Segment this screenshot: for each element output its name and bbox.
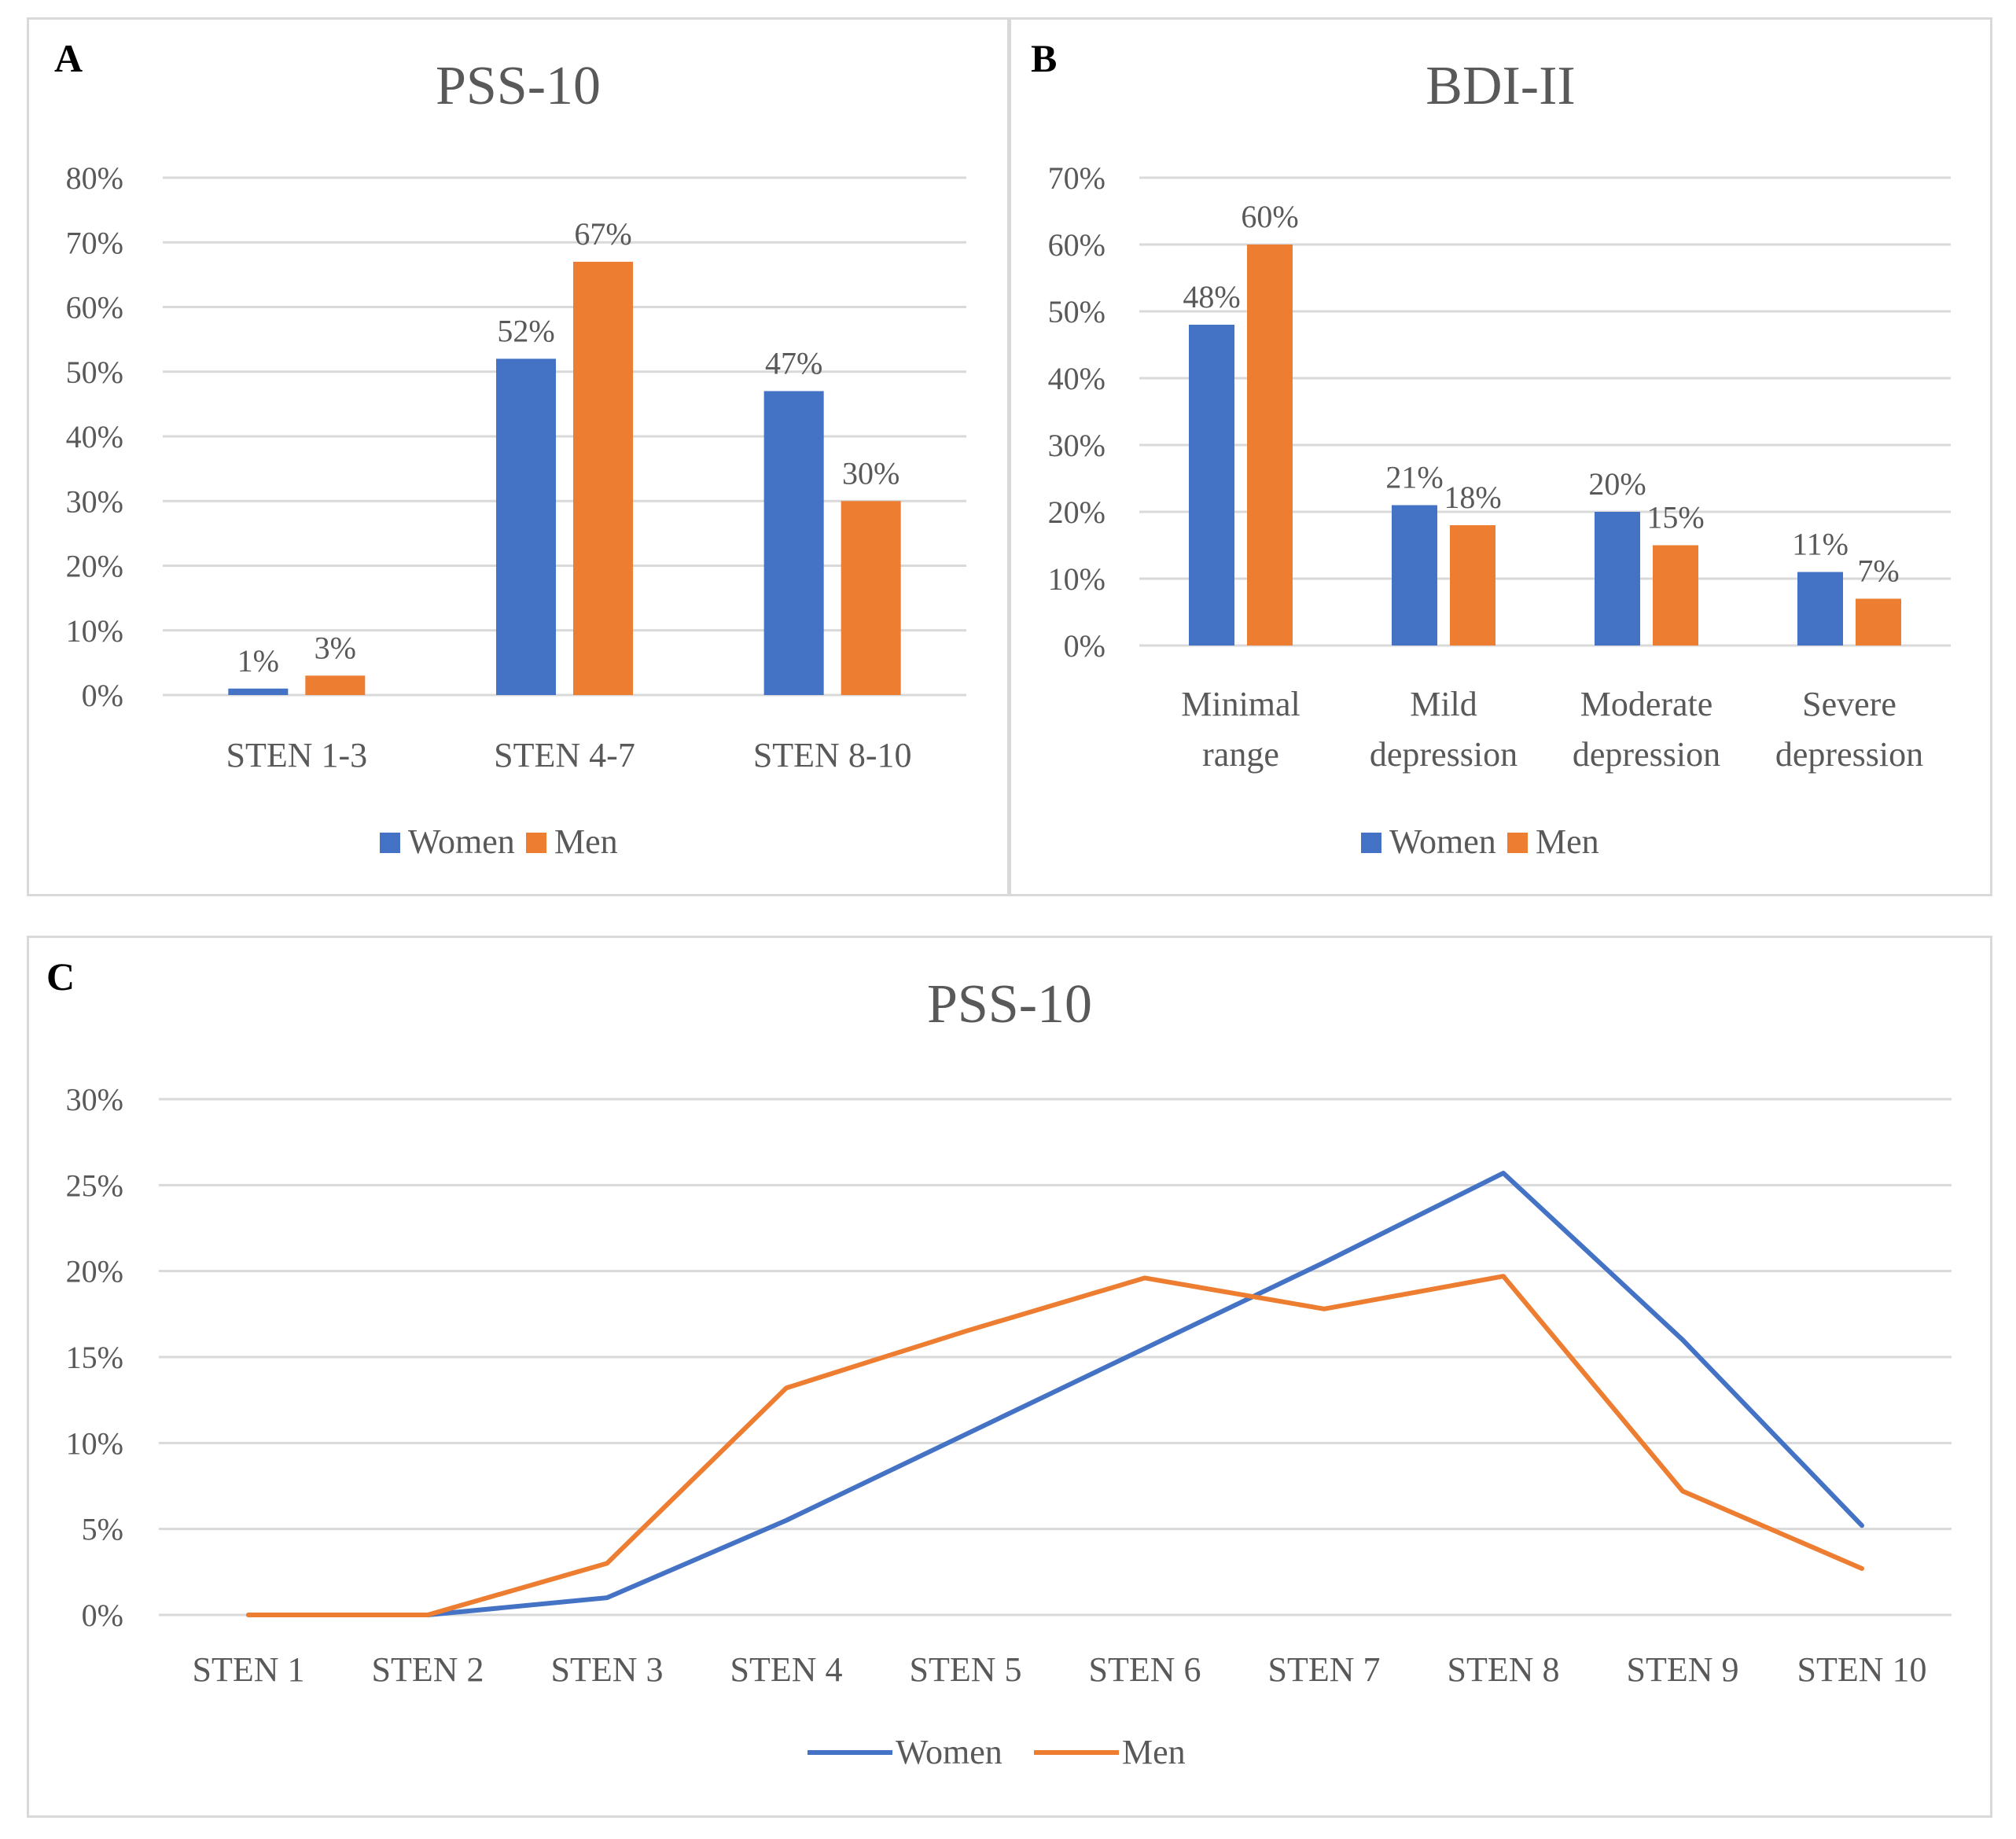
- panel-b-bar-men: [1450, 525, 1495, 645]
- panel-b-data-label: 21%: [1385, 460, 1443, 495]
- panel-a-ytick-label: 80%: [66, 160, 123, 196]
- panel-c-ytick-label: 0%: [82, 1598, 123, 1633]
- panel-a-data-label: 47%: [765, 345, 822, 381]
- panel-a-bar-women: [496, 359, 556, 695]
- panel-c-ytick-label: 25%: [66, 1168, 123, 1203]
- panel-a-category-label: STEN 4-7: [494, 736, 635, 774]
- panel-b-data-label: 20%: [1588, 466, 1646, 502]
- panel-b-ytick-label: 70%: [1048, 160, 1105, 196]
- panel-c-category-label: STEN 5: [910, 1650, 1022, 1689]
- panel-a-chart: 0% 10% 20% 30% 40% 50% 60% 70% 80% 1% 3% STEN 1-3 52…: [66, 160, 966, 861]
- panel-c-series-line-women: [246, 1171, 1864, 1617]
- panel-c-series-line-men: [246, 1274, 1864, 1617]
- panel-b-category-label: depression: [1370, 735, 1518, 774]
- panel-a-ytick-label: 20%: [66, 549, 123, 584]
- panel-a-category-label: STEN 8-10: [753, 736, 912, 774]
- panel-b-bar-women: [1595, 512, 1640, 645]
- panel-b-bar-women: [1797, 572, 1843, 645]
- panel-a-ytick-label: 50%: [66, 355, 123, 390]
- panel-b-title: BDI-II: [1426, 56, 1576, 116]
- panel-a-legend-label-men: Men: [554, 822, 618, 861]
- panel-a-legend-swatch-women: [380, 833, 400, 853]
- panel-b-data-label: 48%: [1183, 279, 1240, 314]
- panel-a: A PSS-10 0% 10% 20% 30% 40% 50% 60% 70% 80% 1% 3% S…: [27, 17, 1010, 896]
- panel-b-legend-label-men: Men: [1536, 822, 1599, 861]
- panel-a-letter: A: [54, 36, 83, 80]
- panel-b-data-label: 7%: [1857, 554, 1899, 589]
- panel-a-ytick-label: 30%: [66, 484, 123, 519]
- panel-a-data-label: 3%: [315, 630, 356, 665]
- panel-c-title: PSS-10: [926, 974, 1093, 1035]
- panel-b-letter: B: [1031, 36, 1058, 80]
- panel-b-bar-women: [1189, 325, 1234, 645]
- panel-c-category-label: STEN 7: [1268, 1650, 1381, 1689]
- panel-b-legend-swatch-women: [1361, 833, 1381, 853]
- panel-c-chart: 0% 5% 10% 15% 20% 25% 30% STEN 1 STEN 2 STEN 3 STE…: [66, 1082, 1952, 1771]
- panel-b-chart: 0% 10% 20% 30% 40% 50% 60% 70% 48% 60% Minimal rang…: [1048, 160, 1951, 861]
- panel-a-bar-men: [573, 261, 633, 695]
- panel-b-category-label: Severe: [1802, 685, 1896, 723]
- panel-a-title: PSS-10: [435, 56, 601, 116]
- panel-c: C PSS-10 0% 5% 10% 15% 20% 25% 30% STEN 1 STEN 2…: [27, 936, 1992, 1818]
- panel-a-data-label: 1%: [237, 643, 279, 679]
- panel-a-bar-women: [763, 391, 824, 695]
- panel-b-category-label: range: [1202, 735, 1279, 774]
- panel-b-bar-men: [1653, 545, 1698, 645]
- panel-a-legend-swatch-men: [526, 833, 546, 853]
- panel-a-bar-men: [305, 675, 366, 695]
- panel-b-ytick-label: 50%: [1048, 294, 1105, 329]
- panel-c-ytick-label: 15%: [66, 1340, 123, 1375]
- panel-b-data-label: 18%: [1444, 480, 1501, 515]
- panel-c-category-label: STEN 9: [1627, 1650, 1739, 1689]
- panel-b-category-label: depression: [1775, 735, 1923, 774]
- panel-c-category-label: STEN 2: [372, 1650, 484, 1689]
- panel-c-ytick-label: 10%: [66, 1425, 123, 1461]
- panel-a-data-label: 52%: [497, 313, 554, 348]
- panel-b-category-label: Mild: [1410, 685, 1477, 723]
- panel-a-bar-women: [228, 688, 289, 695]
- panel-a-category-label: STEN 1-3: [226, 736, 368, 774]
- panel-c-category-label: STEN 10: [1797, 1650, 1927, 1689]
- panel-c-legend-label-men: Men: [1122, 1733, 1186, 1771]
- panel-b-legend-swatch-men: [1507, 833, 1528, 853]
- panel-b-bar-men: [1247, 245, 1293, 645]
- panel-b-category-label: depression: [1573, 735, 1720, 774]
- panel-c-letter: C: [46, 954, 75, 999]
- panel-c-ytick-label: 20%: [66, 1254, 123, 1289]
- panel-c-category-label: STEN 8: [1448, 1650, 1560, 1689]
- panel-b-ytick-label: 30%: [1048, 428, 1105, 463]
- panel-c-category-label: STEN 1: [193, 1650, 305, 1689]
- panel-b: B BDI-II 0% 10% 20% 30% 40% 50% 60% 70% 48% 60% Mi…: [1009, 17, 1992, 896]
- panel-c-category-label: STEN 3: [551, 1650, 664, 1689]
- panel-b-ytick-label: 20%: [1048, 495, 1105, 530]
- panel-b-bar-men: [1856, 598, 1901, 645]
- panel-c-ytick-label: 5%: [82, 1512, 123, 1547]
- panel-b-bar-women: [1392, 505, 1437, 645]
- panel-b-data-label: 60%: [1241, 199, 1298, 234]
- panel-b-category-label: Moderate: [1580, 685, 1713, 723]
- panel-b-legend-label-women: Women: [1389, 822, 1496, 861]
- panel-a-ytick-label: 60%: [66, 290, 123, 326]
- panel-b-ytick-label: 10%: [1048, 561, 1105, 597]
- panel-a-ytick-label: 0%: [82, 678, 123, 713]
- panel-a-data-label: 30%: [842, 455, 899, 491]
- panel-a-data-label: 67%: [574, 216, 631, 252]
- panel-a-bar-men: [841, 501, 901, 695]
- panel-a-ytick-label: 10%: [66, 613, 123, 649]
- panel-c-category-label: STEN 4: [730, 1650, 843, 1689]
- panel-b-ytick-label: 60%: [1048, 227, 1105, 263]
- panel-c-category-label: STEN 6: [1089, 1650, 1201, 1689]
- panel-a-ytick-label: 70%: [66, 225, 123, 260]
- panel-b-ytick-label: 40%: [1048, 361, 1105, 396]
- panel-c-legend-label-women: Women: [896, 1733, 1002, 1771]
- panel-a-legend-label-women: Women: [408, 822, 515, 861]
- panel-c-ytick-label: 30%: [66, 1082, 123, 1117]
- panel-b-data-label: 11%: [1792, 527, 1849, 562]
- panel-b-ytick-label: 0%: [1064, 628, 1105, 664]
- panel-b-category-label: Minimal: [1181, 685, 1300, 723]
- panel-a-ytick-label: 40%: [66, 419, 123, 454]
- panel-b-data-label: 15%: [1646, 500, 1704, 535]
